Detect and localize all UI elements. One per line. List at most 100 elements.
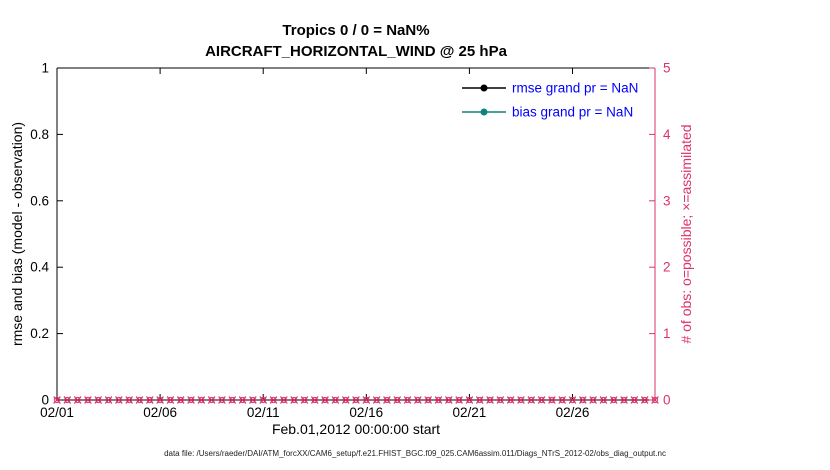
y-left-tick-label: 1	[41, 61, 49, 76]
datafile-caption: data file: /Users/raeder/DAI/ATM_forcXX/…	[164, 449, 666, 458]
obs-possible-marker	[74, 396, 81, 404]
obs-possible-marker	[53, 396, 61, 404]
obs-assimilated-marker	[589, 396, 597, 404]
x-tick-label: 02/16	[349, 405, 383, 420]
obs-assimilated-marker	[53, 396, 61, 404]
y-left-tick-label: 0.8	[30, 127, 49, 142]
y-right-tick-label: 2	[663, 260, 671, 275]
obs-assimilated-marker	[455, 396, 463, 404]
obs-assimilated-marker	[321, 396, 329, 404]
obs-possible-marker	[414, 396, 421, 404]
obs-assimilated-marker	[156, 396, 164, 404]
obs-possible-marker	[497, 396, 504, 404]
obs-possible-marker	[528, 396, 535, 404]
obs-possible-marker	[249, 396, 256, 404]
chart-title: Tropics 0 / 0 = NaN% AIRCRAFT_HORIZONTAL…	[57, 20, 655, 62]
obs-assimilated-marker	[383, 396, 391, 404]
obs-assimilated-marker	[620, 396, 628, 404]
x-tick-label: 02/21	[453, 405, 487, 420]
obs-possible-marker	[425, 396, 432, 404]
legend-marker-1	[480, 108, 488, 116]
obs-possible-marker	[507, 396, 514, 404]
obs-possible-marker	[311, 396, 318, 404]
y-axis-left-label: rmse and bias (model - observation)	[9, 121, 25, 347]
obs-assimilated-marker	[475, 396, 484, 404]
x-tick-label: 02/01	[40, 405, 74, 420]
obs-possible-marker	[167, 396, 174, 404]
obs-assimilated-marker	[352, 396, 360, 404]
obs-possible-marker	[620, 396, 628, 404]
title-line-2: AIRCRAFT_HORIZONTAL_WIND @ 25 hPa	[205, 43, 507, 60]
obs-possible-marker	[651, 396, 659, 404]
obs-possible-marker	[177, 396, 184, 404]
obs-possible-marker	[610, 396, 617, 404]
obs-possible-marker	[352, 396, 360, 404]
obs-assimilated-marker	[640, 396, 649, 404]
obs-possible-marker	[538, 396, 545, 404]
obs-possible-marker	[342, 396, 349, 404]
obs-assimilated-marker	[372, 396, 381, 404]
obs-possible-marker	[270, 396, 277, 404]
obs-possible-marker	[394, 396, 401, 404]
obs-assimilated-marker	[486, 396, 494, 404]
obs-possible-marker	[569, 396, 576, 404]
obs-assimilated-marker	[599, 396, 608, 404]
y-right-tick-label: 5	[663, 61, 671, 76]
obs-assimilated-marker	[84, 396, 92, 404]
y-right-tick-label: 0	[663, 393, 671, 408]
y-right-tick-label: 4	[663, 127, 671, 142]
obs-possible-marker	[198, 396, 205, 404]
obs-possible-marker	[631, 396, 638, 404]
obs-assimilated-marker	[176, 396, 185, 404]
obs-possible-marker	[559, 396, 566, 404]
x-axis-label: Feb.01,2012 00:00:00 start	[271, 421, 441, 437]
obs-assimilated-marker	[403, 396, 412, 404]
obs-assimilated-marker	[444, 396, 453, 404]
obs-assimilated-marker	[290, 396, 298, 404]
obs-assimilated-marker	[73, 396, 82, 404]
obs-assimilated-marker	[104, 396, 113, 404]
obs-assimilated-marker	[548, 396, 556, 404]
obs-assimilated-marker	[362, 396, 371, 404]
obs-assimilated-marker	[207, 396, 216, 404]
obs-assimilated-marker	[609, 396, 618, 404]
legend-label-1: bias grand pr = NaN	[512, 105, 633, 120]
obs-assimilated-marker	[465, 396, 474, 404]
obs-possible-marker	[115, 396, 122, 404]
obs-assimilated-marker	[434, 396, 443, 404]
obs-possible-marker	[64, 396, 71, 404]
obs-possible-marker	[95, 396, 102, 404]
obs-possible-marker	[404, 396, 411, 404]
obs-possible-marker	[146, 396, 153, 404]
obs-assimilated-marker	[145, 396, 154, 404]
obs-possible-marker	[291, 396, 298, 404]
obs-assimilated-marker	[630, 396, 639, 404]
legend-label-0: rmse grand pr = NaN	[512, 81, 638, 96]
obs-possible-marker	[435, 396, 442, 404]
obs-possible-marker	[260, 396, 267, 404]
obs-assimilated-marker	[537, 396, 546, 404]
obs-assimilated-marker	[496, 396, 505, 404]
obs-assimilated-marker	[187, 396, 195, 404]
obs-possible-marker	[280, 396, 287, 404]
y-left-tick-label: 0.6	[30, 193, 49, 208]
obs-assimilated-marker	[94, 396, 103, 404]
obs-assimilated-marker	[249, 396, 257, 404]
obs-assimilated-marker	[579, 396, 587, 404]
y-right-tick-label: 1	[663, 326, 671, 341]
obs-possible-marker	[579, 396, 586, 404]
y-left-tick-label: 0	[41, 393, 49, 408]
y-right-tick-label: 3	[663, 193, 671, 208]
obs-assimilated-marker	[310, 396, 319, 404]
y-axis-right-label: # of obs: o=possible; ×=assimilated	[678, 124, 694, 344]
y-left-tick-label: 0.2	[30, 326, 49, 341]
obs-assimilated-marker	[424, 396, 432, 404]
obs-possible-marker	[363, 396, 370, 404]
obs-possible-marker	[383, 396, 391, 404]
obs-possible-marker	[373, 396, 380, 404]
obs-possible-marker	[126, 396, 133, 404]
obs-assimilated-marker	[300, 396, 309, 404]
obs-assimilated-marker	[414, 396, 422, 404]
